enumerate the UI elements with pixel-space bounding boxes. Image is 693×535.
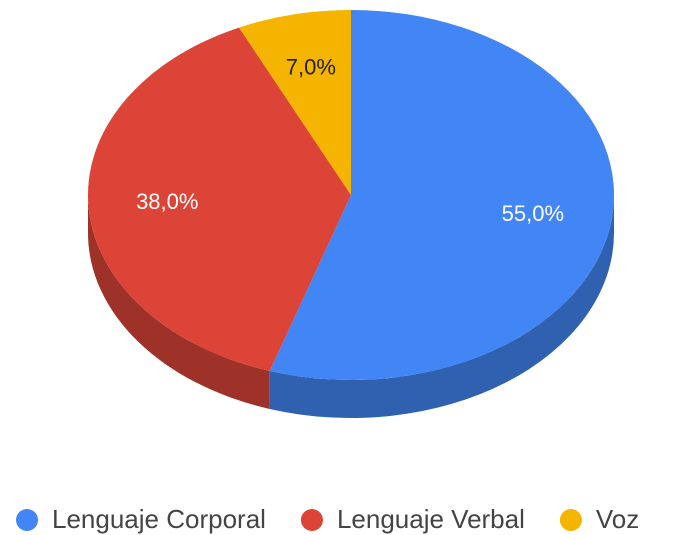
legend-label: Lenguaje Verbal	[337, 504, 525, 534]
slice	[239, 10, 351, 195]
legend-swatch	[559, 509, 582, 531]
slice	[269, 10, 614, 380]
slice-side	[269, 195, 614, 418]
legend-label: Lenguaje Corporal	[52, 504, 266, 534]
value-label: 38,0%	[136, 189, 198, 214]
value-label: 7,0%	[286, 54, 336, 79]
legend-swatch	[16, 509, 38, 531]
slice	[87, 27, 352, 371]
slice-side	[87, 195, 270, 409]
legend-swatch	[300, 509, 323, 531]
legend-label: Voz	[596, 504, 639, 534]
value-label: 55,0%	[502, 201, 564, 226]
